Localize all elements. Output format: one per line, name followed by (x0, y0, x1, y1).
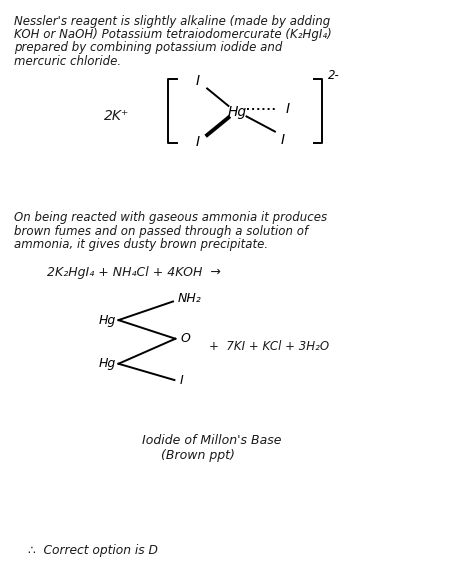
Text: ∴  Correct option is D: ∴ Correct option is D (28, 544, 158, 557)
Text: Hg: Hg (99, 314, 116, 327)
Text: Nessler's reagent is slightly alkaline (made by adding: Nessler's reagent is slightly alkaline (… (14, 15, 330, 27)
Text: O: O (180, 332, 190, 345)
Text: Hg: Hg (228, 105, 246, 119)
Text: I: I (285, 102, 289, 116)
Text: KOH or NaOH) Potassium tetraiodomercurate (K₂HgI₄): KOH or NaOH) Potassium tetraiodomercurat… (14, 28, 332, 41)
Text: prepared by combining potassium iodide and: prepared by combining potassium iodide a… (14, 41, 283, 54)
Text: Hg: Hg (99, 357, 116, 370)
Text: mercuric chloride.: mercuric chloride. (14, 55, 121, 68)
Text: +  7KI + KCl + 3H₂O: + 7KI + KCl + 3H₂O (209, 340, 328, 353)
Text: ammonia, it gives dusty brown precipitate.: ammonia, it gives dusty brown precipitat… (14, 238, 268, 251)
Text: I: I (179, 374, 183, 386)
Text: I: I (196, 135, 200, 149)
Text: On being reacted with gaseous ammonia it produces: On being reacted with gaseous ammonia it… (14, 211, 328, 224)
Text: (Brown ppt): (Brown ppt) (161, 449, 235, 462)
Text: 2K₂HgI₄ + NH₄Cl + 4KOH  →: 2K₂HgI₄ + NH₄Cl + 4KOH → (47, 266, 221, 279)
Text: I: I (196, 74, 200, 88)
Text: brown fumes and on passed through a solution of: brown fumes and on passed through a solu… (14, 225, 309, 237)
Text: Iodide of Millon's Base: Iodide of Millon's Base (142, 434, 282, 446)
Text: I: I (281, 133, 284, 147)
Text: 2K⁺: 2K⁺ (104, 109, 130, 123)
Text: NH₂: NH₂ (178, 292, 201, 305)
Text: 2-: 2- (328, 69, 340, 82)
